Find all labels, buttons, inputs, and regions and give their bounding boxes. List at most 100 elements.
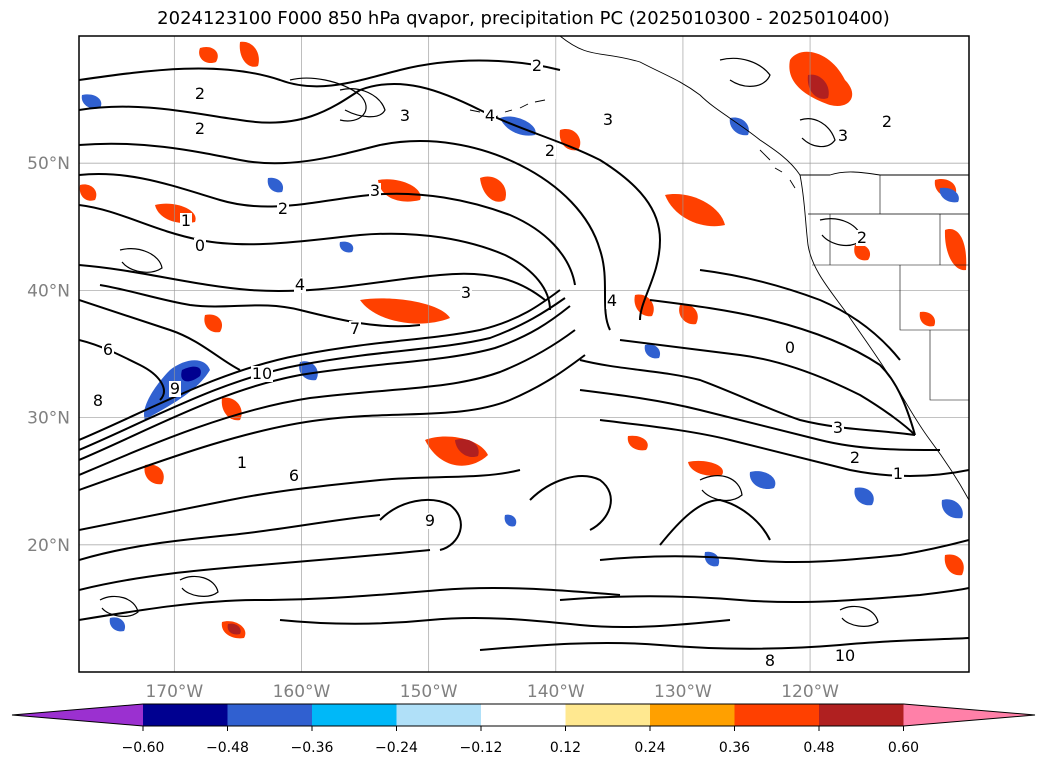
anomaly-patch-positive (204, 314, 223, 333)
contour-line (599, 539, 969, 564)
contour-line (79, 549, 431, 591)
anomaly-patch-positive (239, 41, 259, 67)
contour-line (619, 339, 916, 436)
anomaly-patch-positive (944, 229, 967, 271)
colorbar-tick-label: −0.48 (206, 740, 249, 756)
bc-islands (759, 149, 796, 189)
svg-text:1: 1 (181, 211, 191, 230)
anomaly-patch-negative (339, 241, 354, 253)
contour-line (339, 88, 386, 118)
contour-line (279, 616, 731, 629)
contour-label: 10 (251, 364, 273, 383)
precip-anomaly-shading (79, 41, 967, 639)
alaska-coastline (559, 36, 969, 176)
contour-label: 3 (602, 110, 614, 129)
contour-label: 8 (92, 391, 104, 410)
contour-label: 3 (399, 106, 411, 125)
svg-text:3: 3 (833, 418, 843, 437)
longitude-labels: 170°W 160°W 150°W 140°W 130°W 120°W (145, 682, 839, 702)
colorbar-tick-label: −0.24 (375, 740, 418, 756)
svg-text:2: 2 (850, 448, 860, 467)
colorbar-segment (312, 704, 397, 726)
west-coast-coastline (799, 174, 969, 501)
contour-label: 2 (194, 84, 206, 103)
anomaly-patch-negative (267, 177, 284, 193)
anomaly-patch-negative (939, 187, 959, 203)
svg-text:7: 7 (350, 319, 360, 338)
longitude-label: 130°W (654, 682, 712, 702)
svg-text:1: 1 (893, 464, 903, 483)
anomaly-patch-negative (299, 361, 318, 381)
anomaly-patch-strong (807, 74, 829, 99)
anomaly-patch-positive (199, 46, 218, 64)
contour-label: 3 (369, 181, 381, 200)
contour-label: 1 (180, 211, 192, 230)
svg-text:3: 3 (838, 126, 848, 145)
anomaly-patch-negative (644, 344, 661, 359)
contour-line (79, 339, 165, 401)
svg-text:10: 10 (252, 364, 272, 383)
contour-line (479, 637, 969, 651)
contour-line (79, 264, 546, 301)
latitude-label: 30°N (27, 409, 70, 429)
contour-label: 9 (169, 379, 181, 398)
contour-line (699, 475, 743, 502)
svg-text:6: 6 (289, 466, 299, 485)
contour-line (119, 248, 163, 273)
latitude-label: 20°N (27, 536, 70, 556)
contour-line (719, 57, 771, 87)
anomaly-patch-negative (704, 551, 720, 567)
anomaly-patch-positive (480, 176, 506, 202)
contour-line (799, 118, 836, 148)
contour-line (79, 289, 561, 441)
contour-label: 9 (424, 511, 436, 530)
svg-text:2: 2 (195, 119, 205, 138)
colorbar-segment (396, 704, 481, 726)
svg-text:2: 2 (278, 199, 288, 218)
contour-label: 7 (349, 319, 361, 338)
contour-line (79, 354, 586, 491)
contour-line (579, 389, 941, 451)
colorbar-tick-label: 0.24 (634, 740, 665, 756)
contour-line (99, 595, 139, 617)
svg-text:9: 9 (425, 511, 435, 530)
anomaly-patch-positive (688, 460, 723, 476)
contour-label: 2 (849, 448, 861, 467)
colorbar-segment (734, 704, 819, 726)
colorbar-segment (143, 704, 228, 726)
anomaly-patch-positive (854, 244, 871, 261)
contour-line (79, 586, 621, 621)
svg-text:0: 0 (785, 338, 795, 357)
svg-text:4: 4 (607, 291, 617, 310)
contour-line (79, 469, 521, 531)
state-boundary (812, 175, 969, 401)
svg-text:8: 8 (765, 651, 775, 670)
contour-label: 2 (531, 56, 543, 75)
anomaly-patch-positive (144, 464, 164, 485)
svg-text:2: 2 (882, 112, 892, 131)
svg-text:3: 3 (400, 106, 410, 125)
colorbar-segment (650, 704, 735, 726)
svg-text:4: 4 (485, 106, 495, 125)
map-title: 2024123100 F000 850 hPa qvapor, precipit… (157, 8, 890, 29)
colorbar-tick-label: 0.60 (888, 740, 919, 756)
contour-label: 2 (544, 141, 556, 160)
anomaly-patch-positive (634, 294, 654, 317)
contour-label: 2 (856, 228, 868, 247)
anomaly-patch-negative (81, 94, 102, 109)
contour-label: 4 (606, 291, 618, 310)
anomaly-patch-negative (504, 514, 517, 527)
colorbar-segment (819, 704, 904, 726)
svg-text:4: 4 (295, 275, 305, 294)
contour-line (699, 269, 901, 361)
colorbar-segment (565, 704, 650, 726)
anomaly-patch-positive (665, 194, 725, 227)
anomaly-patch-negative (941, 499, 963, 519)
longitude-label: 120°W (781, 682, 839, 702)
svg-text:2: 2 (195, 84, 205, 103)
anomaly-patch-positive (679, 304, 698, 325)
svg-text:8: 8 (93, 391, 103, 410)
anomaly-patch-negative (854, 487, 874, 506)
